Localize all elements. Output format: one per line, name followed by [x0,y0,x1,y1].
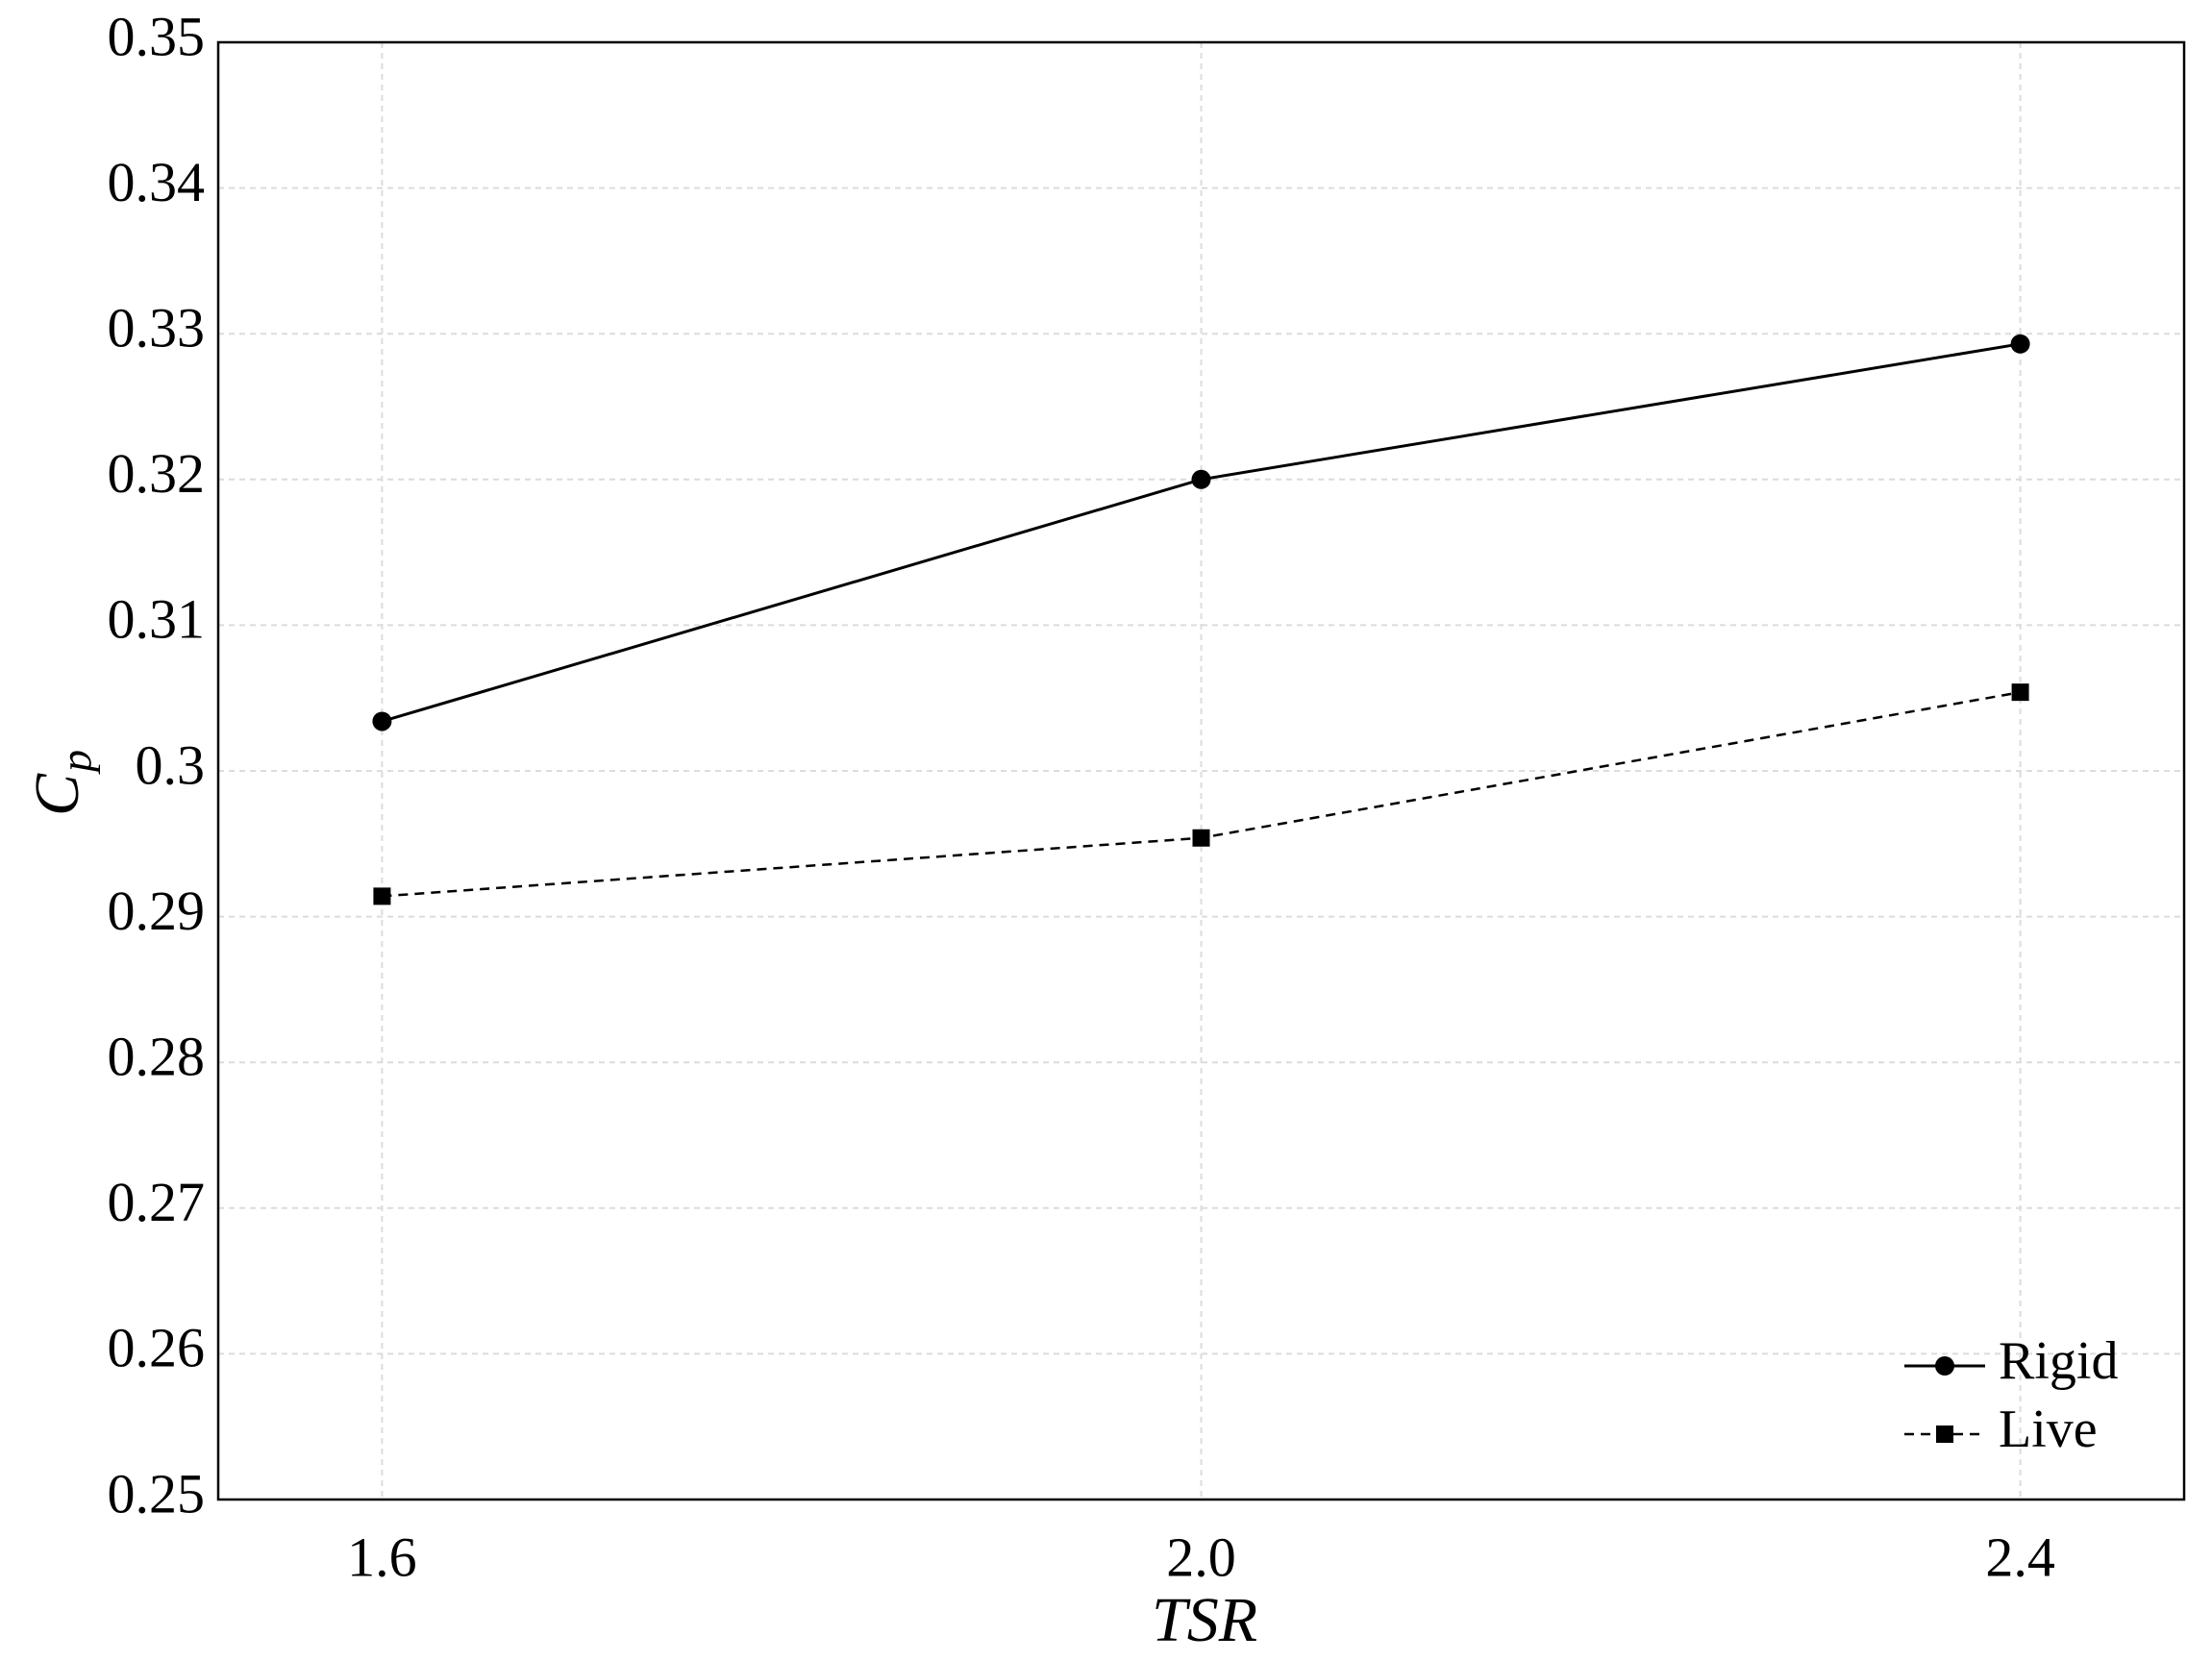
y-tick-label: 0.33 [108,297,206,359]
y-tick-label: 0.26 [108,1317,206,1379]
y-tick-label: 0.35 [108,5,206,67]
y-tick-label: 0.27 [108,1171,206,1233]
x-tick-label: 2.4 [1985,1525,2055,1588]
legend-marker [1935,1356,1954,1376]
y-tick-label: 0.32 [108,442,206,505]
axes-box [216,40,2186,1501]
y-tick-label: 0.28 [108,1026,206,1088]
y-axis-label: C [22,773,92,816]
y-tick-label: 0.31 [108,588,206,651]
point-marker [1192,829,1210,847]
point-marker [1191,469,1211,489]
y-tick-label: 0.29 [108,880,206,942]
point-marker [2011,683,2029,702]
y-tick-label: 0.25 [108,1462,206,1525]
legend-label: Live [1999,1400,2098,1459]
y-axis-label-subscript: p [52,750,101,775]
legend-label: Rigid [1999,1331,2118,1391]
legend: Rigid Live [1904,1331,2118,1459]
y-axis-label-group: C p [22,750,100,816]
point-marker [2010,334,2030,354]
y-tick-label: 0.3 [136,733,206,796]
legend-marker [1936,1425,1953,1443]
point-marker [372,711,392,731]
x-axis-label: TSR [1152,1585,1257,1655]
point-marker [373,887,391,905]
x-tick-label: 1.6 [347,1525,417,1588]
y-tick-label: 0.34 [108,151,206,213]
x-tick-label: 2.0 [1166,1525,1236,1588]
